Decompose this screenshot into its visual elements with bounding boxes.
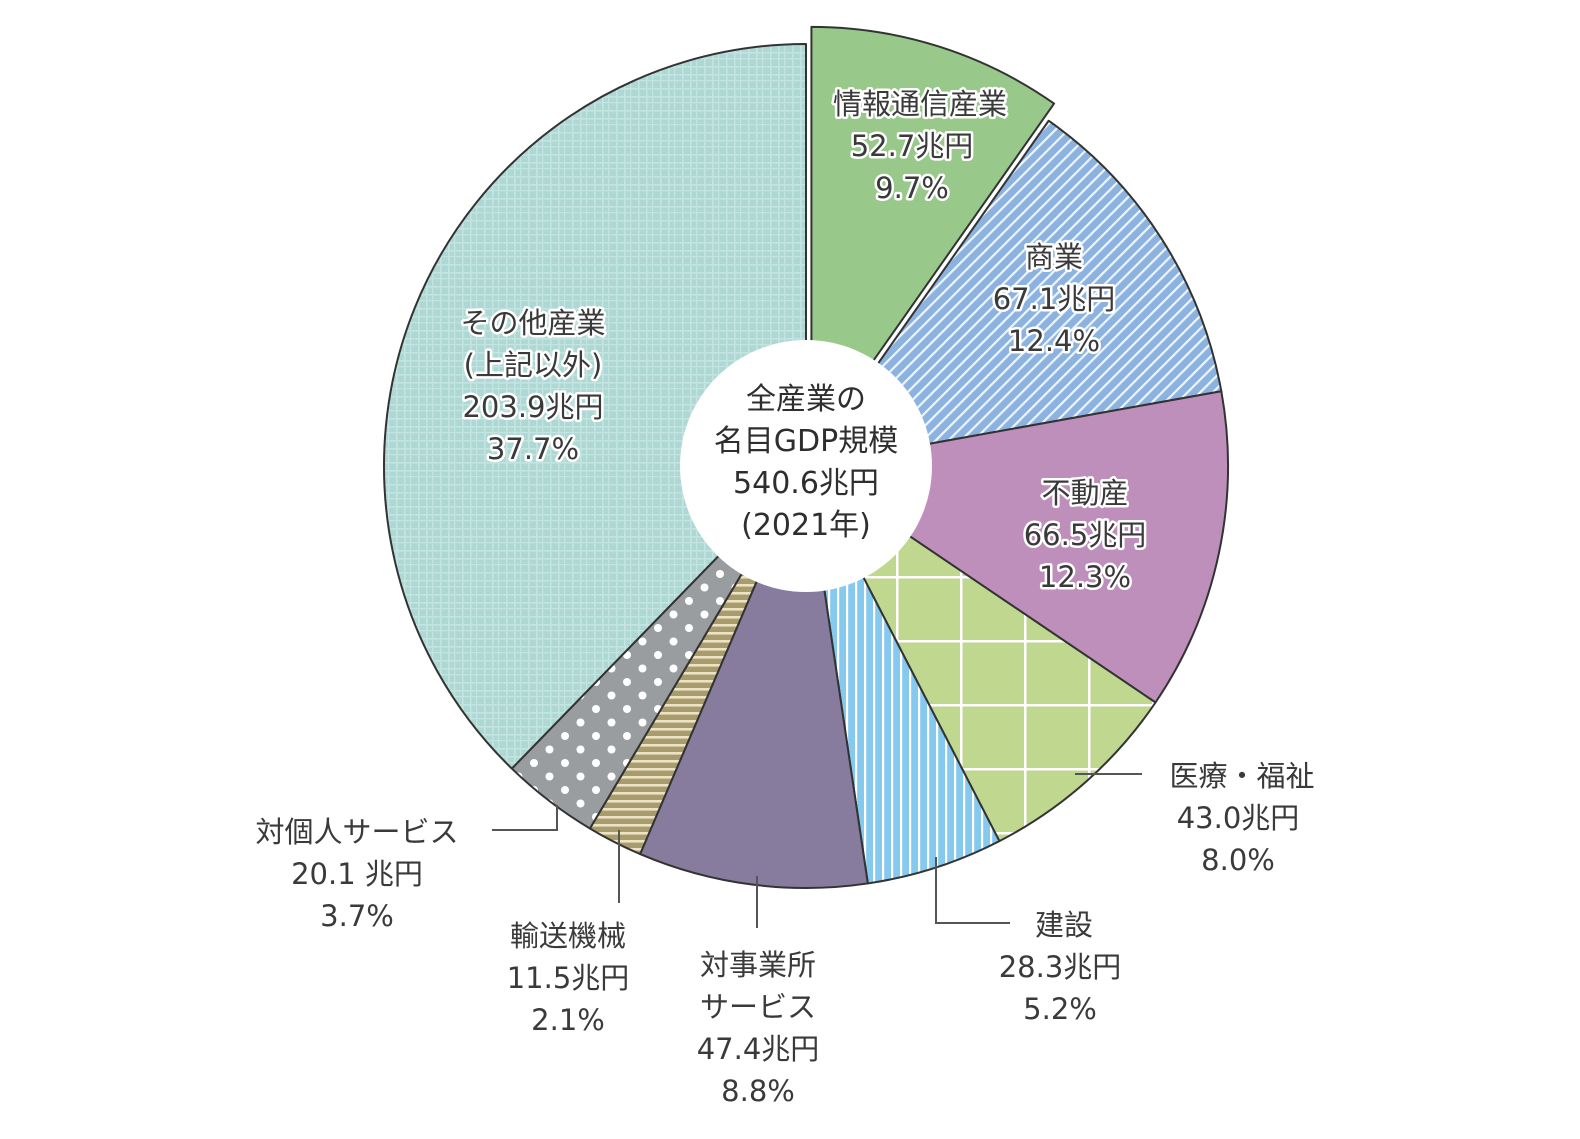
leader-kensetsu: [935, 857, 1010, 924]
slice-name-sub: (上記以外): [464, 348, 603, 382]
slice-value: 66.5兆円: [1024, 518, 1147, 552]
label-fudosan: 不動産 66.5兆円 12.3%: [1021, 474, 1149, 597]
slice-name: 不動産: [1041, 476, 1128, 510]
pie-slice: [805, 465, 1157, 843]
center-label-total: 540.6兆円: [733, 466, 879, 501]
slice-percent: 8.0%: [1201, 843, 1275, 877]
slice-name: 輸送機械: [510, 919, 626, 953]
slice-name: 対個人サービス: [255, 815, 458, 849]
label-taikojin: 対個人サービス 20.1 兆円 3.7%: [255, 815, 458, 933]
pie-slice: [810, 25, 1056, 450]
pie-slice: [383, 43, 807, 770]
slice-value: 11.5兆円: [507, 961, 630, 995]
slice-name-sub: サービス: [700, 990, 816, 1024]
leader-lines: [492, 773, 1142, 928]
slice-name: 商業: [1025, 240, 1083, 274]
label-sonota: その他産業 (上記以外) 203.9兆円 37.7%: [458, 304, 608, 469]
slice-percent: 12.3%: [1039, 560, 1131, 594]
slice-name: 対事業所: [700, 948, 816, 982]
label-taijigyo: 対事業所 サービス 47.4兆円 8.8%: [697, 948, 820, 1108]
slice-name: 情報通信産業: [833, 87, 1007, 121]
slice-value: 67.1兆円: [993, 282, 1116, 316]
slice-value: 52.7兆円: [851, 129, 974, 163]
label-joho: 情報通信産業 52.7兆円 9.7%: [830, 85, 1009, 208]
slice-value: 20.1 兆円: [291, 857, 423, 891]
center-label: 全産業の 名目GDP規模 540.6兆円 (2021年): [714, 382, 898, 543]
slice-name: 建設: [1035, 908, 1093, 942]
slice-name: 医療・福祉: [1169, 759, 1314, 793]
label-kensetsu: 建設 28.3兆円 5.2%: [999, 908, 1122, 1026]
slice-value: 43.0兆円: [1177, 801, 1300, 835]
slice-value: 47.4兆円: [697, 1032, 820, 1066]
slice-percent: 9.7%: [875, 171, 949, 205]
pie-slice: [805, 119, 1223, 467]
slice-value: 28.3兆円: [999, 950, 1122, 984]
slice-percent: 8.8%: [721, 1074, 795, 1108]
slice-name: その他産業: [460, 306, 605, 340]
label-shogyo: 商業 67.1兆円 12.4%: [990, 238, 1118, 361]
slice-percent: 3.7%: [320, 899, 394, 933]
center-label-line1: 全産業の: [746, 382, 866, 417]
center-hole: [680, 340, 932, 592]
label-iryo: 医療・福祉 43.0兆円 8.0%: [1169, 759, 1314, 877]
slice-percent: 2.1%: [531, 1003, 605, 1037]
slice-percent: 37.7%: [487, 432, 579, 466]
slice-percent: 12.4%: [1008, 324, 1100, 358]
leader-taikojin: [492, 805, 558, 831]
slice-value: 203.9兆円: [462, 390, 603, 424]
slice-percent: 5.2%: [1023, 992, 1097, 1026]
center-label-year: (2021年): [741, 508, 871, 543]
label-yuso: 輸送機械 11.5兆円 2.1%: [507, 919, 630, 1037]
center-label-line2: 名目GDP規模: [714, 424, 898, 459]
